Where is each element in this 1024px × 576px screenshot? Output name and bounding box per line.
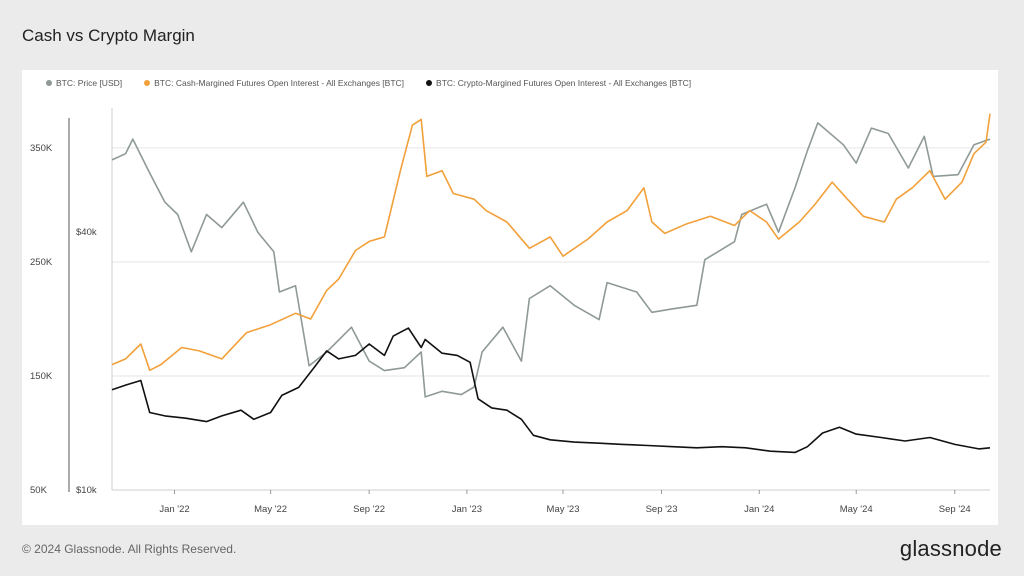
legend-label-crypto-oi: BTC: Crypto-Margined Futures Open Intere… [436,78,692,88]
y-left-tick-label: 250K [30,257,53,268]
page-title: Cash vs Crypto Margin [22,26,195,45]
legend-label-cash-oi: BTC: Cash-Margined Futures Open Interest… [154,78,405,88]
x-tick-label: Sep '23 [646,504,678,515]
y-left-tick-label: 50K [30,485,48,496]
x-tick-label: May '23 [547,504,580,515]
x-tick-label: May '22 [254,504,287,515]
legend-dot-price [46,80,52,86]
y-left-tick-label: 150K [30,371,53,382]
glassnode-logo: glassnode [899,536,1002,561]
x-tick-label: Jan '23 [452,504,482,515]
copyright-text: © 2024 Glassnode. All Rights Reserved. [22,542,237,556]
legend-item-price[interactable]: BTC: Price [USD] [46,78,122,88]
legend-dot-crypto-oi [426,80,433,86]
crypto-margined-oi-line [111,327,991,454]
chart-plot[interactable]: 50K 150K 250K 350K $10k $40k Jan '22 May '22 Sep… [22,70,998,525]
legend-item-cash-oi[interactable]: BTC: Cash-Margined Futures Open Interest… [144,78,404,88]
y-price-tick-label: $40k [76,227,97,238]
x-tick-label: Jan '24 [744,504,774,515]
legend-label-price: BTC: Price [USD] [56,78,123,88]
chart-card: BTC: Price [USD] BTC: Cash-Margined Futu… [22,70,998,525]
y-left-tick-label: 350K [30,143,53,154]
legend-item-crypto-oi[interactable]: BTC: Crypto-Margined Futures Open Intere… [426,78,691,88]
price-line [111,122,991,398]
y-price-tick-label: $10k [76,485,97,496]
chart-legend: BTC: Price [USD] BTC: Cash-Margined Futu… [46,78,691,88]
x-tick-label: May '24 [840,504,873,515]
x-tick-label: Sep '22 [353,504,385,515]
legend-dot-cash-oi [144,80,151,86]
x-tick-label: Jan '22 [159,504,189,515]
cash-margined-oi-line [111,113,991,372]
x-tick-label: Sep '24 [939,504,971,515]
